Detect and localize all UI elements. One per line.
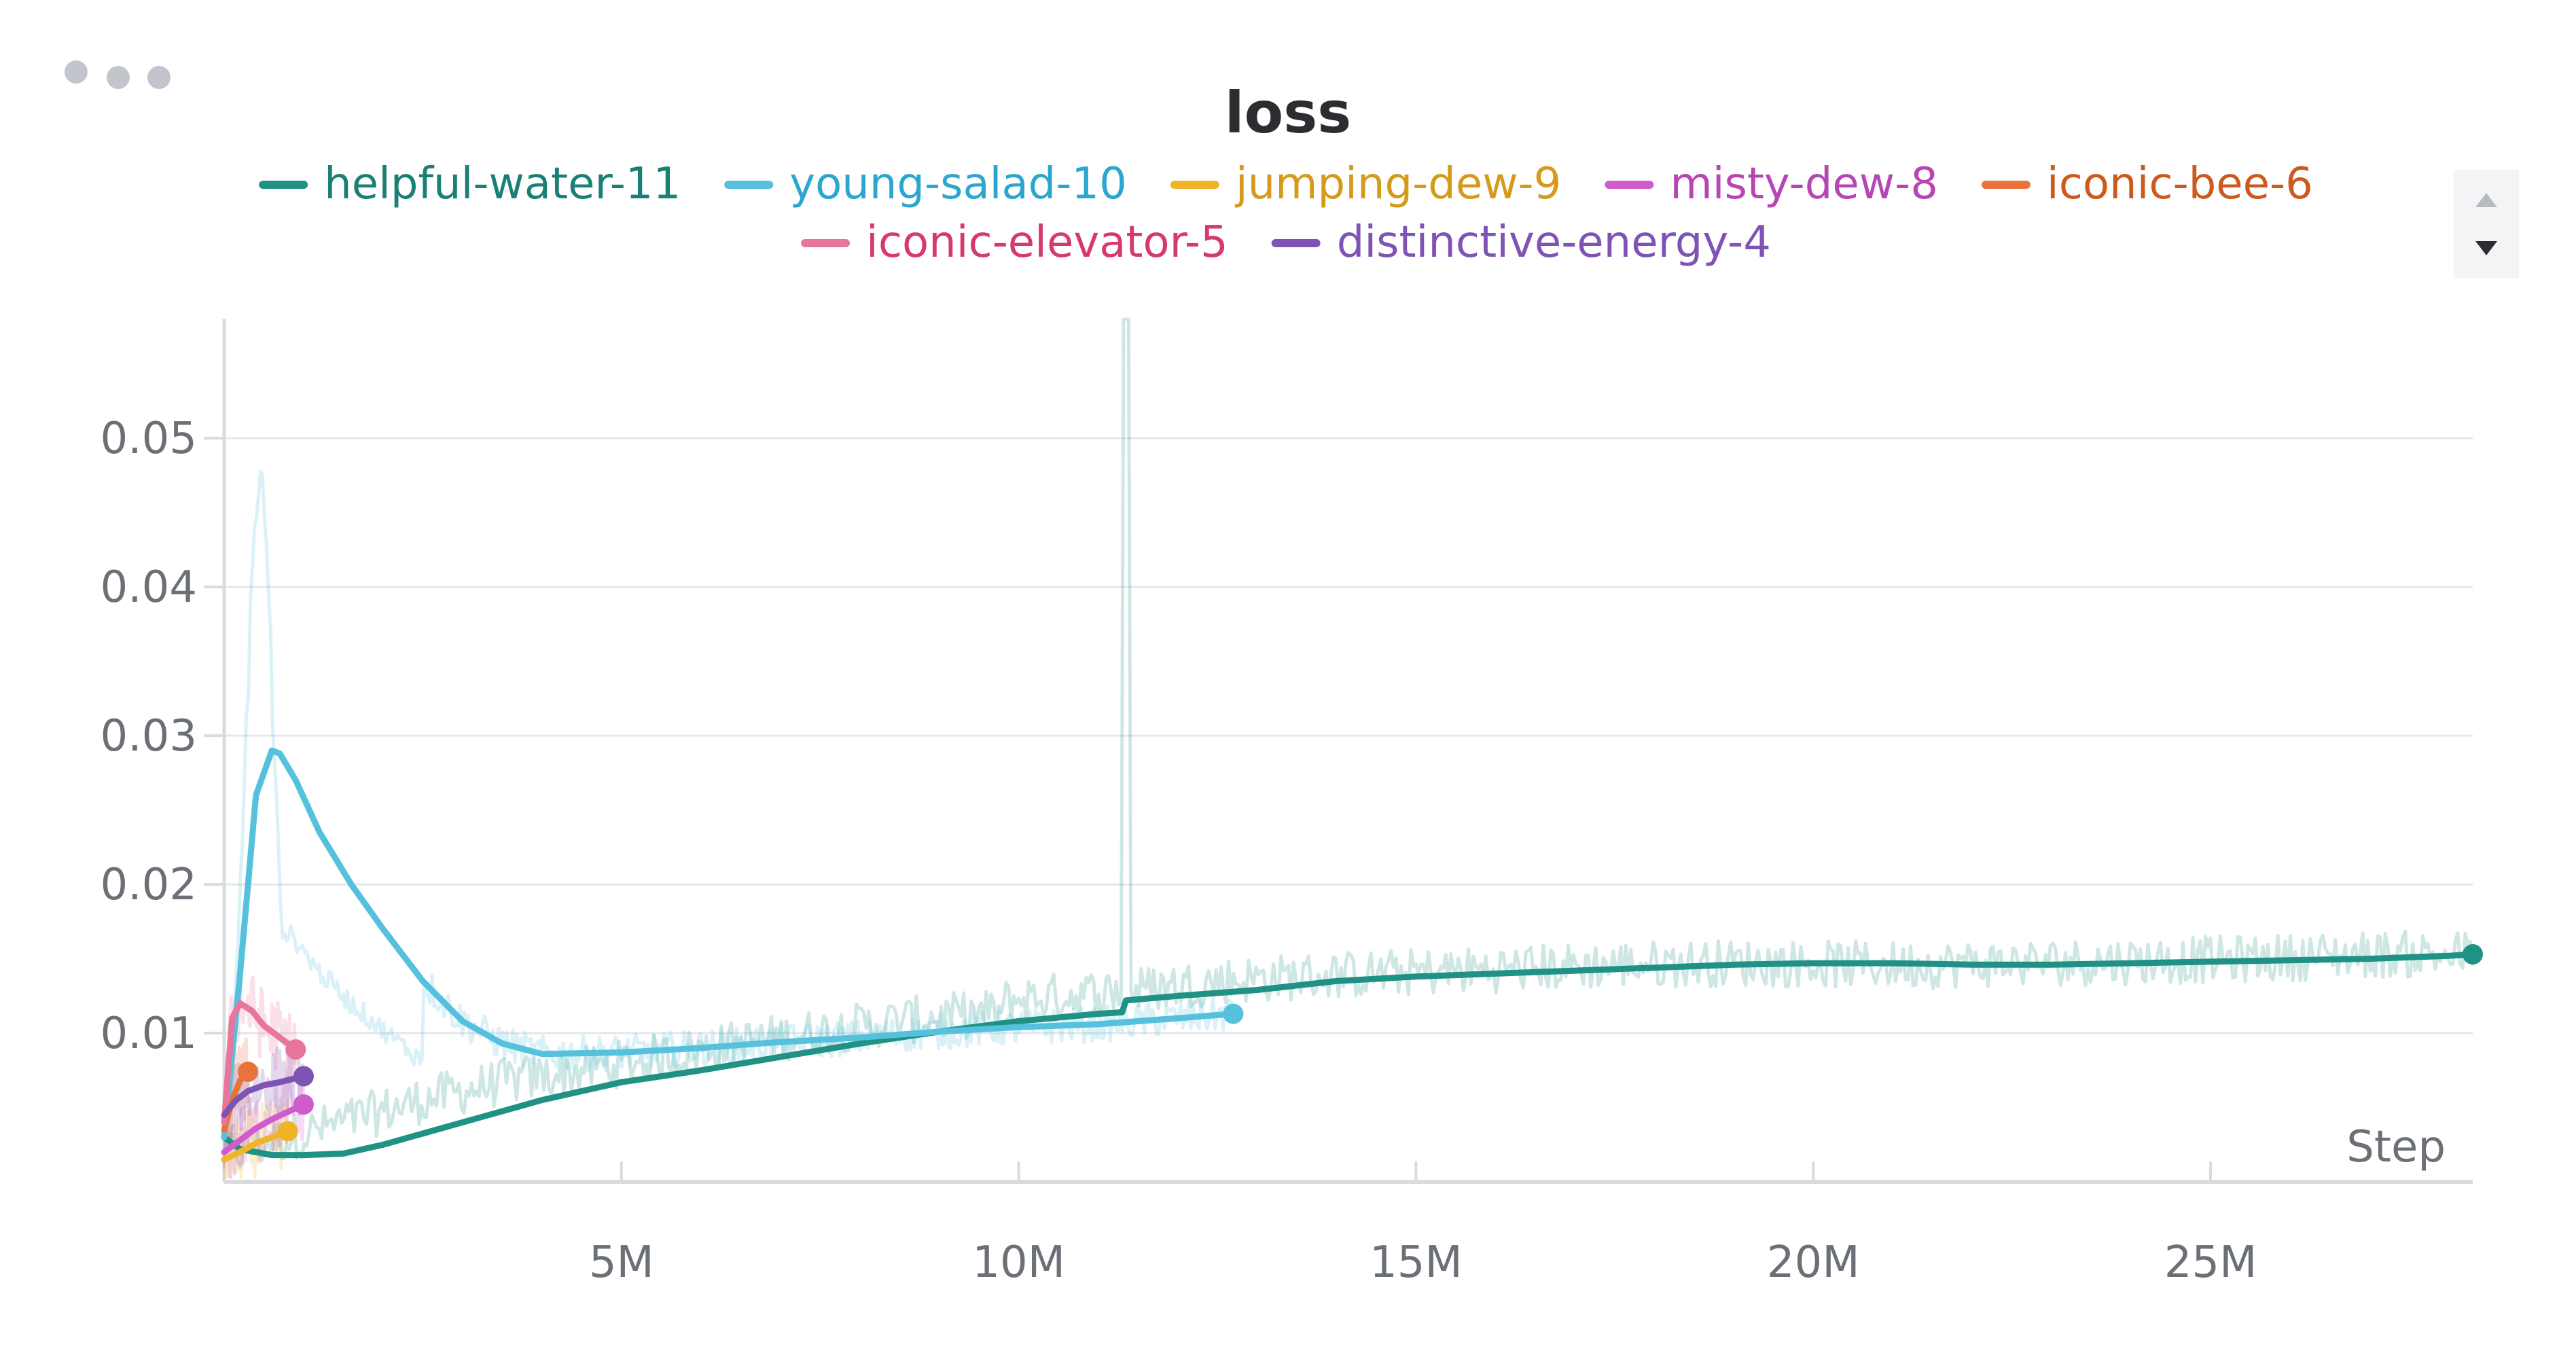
y-tick-label: 0.03: [101, 711, 198, 761]
endpoint-iconic-elevator-5: [285, 1039, 306, 1060]
y-tick-label: 0.05: [101, 414, 198, 464]
legend-label: helpful-water-11: [324, 159, 681, 209]
triangle-down-icon[interactable]: [2475, 241, 2497, 255]
x-axis-ticks: 5M 10M 15M 20M 25M: [589, 1161, 2257, 1288]
endpoint-distinctive-energy-4: [293, 1066, 314, 1087]
chart-title: loss: [1225, 79, 1352, 146]
y-tick-label: 0.01: [101, 1009, 198, 1059]
series-line-helpful-water-11: [221, 951, 2476, 1159]
endpoint-misty-dew-8: [293, 1094, 314, 1115]
x-tick-label: 20M: [1767, 1238, 1860, 1288]
raw-trace-helpful-water-11: [222, 317, 2475, 1167]
triangle-up-icon[interactable]: [2475, 193, 2497, 207]
x-tick-label: 5M: [589, 1238, 654, 1288]
series-lines: [221, 747, 2476, 1163]
x-axis-label: Step: [2346, 1122, 2446, 1172]
legend-item-jumping-dew-9[interactable]: jumping-dew-9: [1170, 159, 1562, 209]
legend-label: young-salad-10: [789, 159, 1127, 209]
series-line-distinctive-energy-4: [221, 1073, 307, 1118]
more-dots-icon[interactable]: [65, 60, 171, 89]
endpoint-iconic-bee-6: [238, 1061, 259, 1082]
legend-item-iconic-elevator-5[interactable]: iconic-elevator-5: [801, 217, 1228, 268]
y-axis-ticks: 0.01 0.02 0.03 0.04 0.05: [101, 414, 224, 1059]
series-line-iconic-elevator-5: [221, 1000, 299, 1125]
series-endpoints: [238, 943, 2483, 1142]
x-tick-label: 15M: [1370, 1238, 1463, 1288]
legend-scroll-background: [2454, 170, 2519, 278]
grid: [222, 319, 2473, 1184]
series-line-misty-dew-8: [221, 1101, 307, 1155]
raw-trace-young-salad-10: [222, 469, 1235, 1155]
legend-item-iconic-bee-6[interactable]: iconic-bee-6: [1981, 159, 2313, 209]
legend-label: iconic-elevator-5: [866, 217, 1228, 268]
endpoint-jumping-dew-9: [277, 1121, 298, 1142]
legend-scroll[interactable]: [2454, 170, 2519, 278]
legend-item-distinctive-energy-4[interactable]: distinctive-energy-4: [1271, 217, 1771, 268]
legend-label: iconic-bee-6: [2047, 159, 2313, 209]
raw-series-traces: [222, 317, 2475, 1179]
legend-item-helpful-water-11[interactable]: helpful-water-11: [259, 159, 681, 209]
series-line-young-salad-10: [221, 747, 1236, 1140]
menu-dot: [65, 60, 88, 84]
legend-label: distinctive-energy-4: [1337, 217, 1771, 268]
legend: helpful-water-11 young-salad-10 jumping-de…: [259, 159, 2313, 268]
y-tick-label: 0.04: [101, 562, 198, 613]
y-tick-label: 0.02: [101, 860, 198, 910]
x-tick-label: 10M: [972, 1238, 1065, 1288]
x-tick-label: 25M: [2164, 1238, 2257, 1288]
menu-dot: [147, 66, 171, 89]
menu-dot: [107, 66, 130, 89]
series-line-jumping-dew-9: [221, 1128, 291, 1163]
legend-label: misty-dew-8: [1670, 159, 1938, 209]
endpoint-helpful-water-11: [2463, 943, 2483, 964]
raw-trace-jumping-dew-9: [222, 1098, 290, 1179]
legend-item-young-salad-10[interactable]: young-salad-10: [724, 159, 1127, 209]
endpoint-young-salad-10: [1223, 1003, 1244, 1024]
legend-label: jumping-dew-9: [1234, 159, 1562, 209]
legend-item-misty-dew-8[interactable]: misty-dew-8: [1605, 159, 1938, 209]
